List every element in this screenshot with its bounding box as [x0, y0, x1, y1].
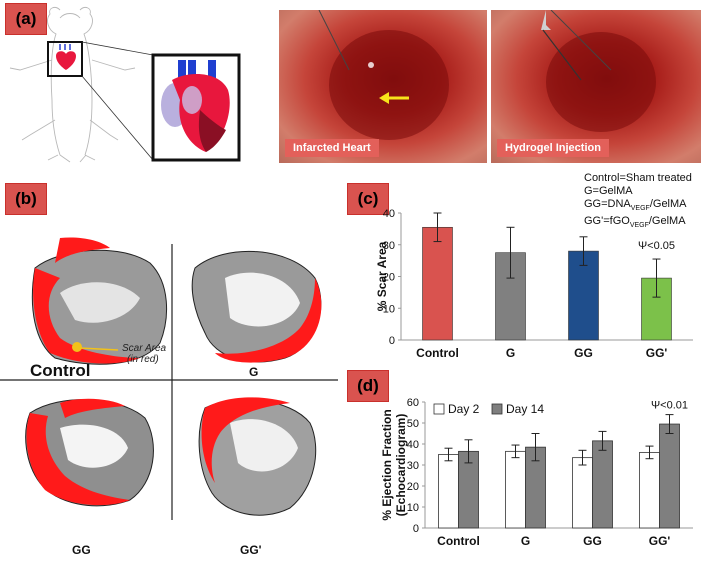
x-tick-label: GG [574, 346, 593, 360]
legend-line-g: G=GelMA [584, 185, 633, 197]
hydrogel-injection-photo: Hydrogel Injection [491, 10, 701, 163]
y-axis-title: % Ejection Fraction [380, 409, 394, 520]
legend-line-control: Control=Sham treated [584, 172, 692, 184]
y-tick-label: 30 [407, 460, 419, 472]
y-tick-label: 20 [383, 272, 395, 284]
panel-b-label: (b) [5, 183, 47, 215]
scar-area-legend: Control=Sham treated G=GelMA GG=DNAVEGF/… [584, 172, 692, 232]
y-tick-label: 0 [413, 523, 419, 535]
bar [438, 454, 459, 529]
bar [505, 450, 526, 529]
infarcted-heart-caption: Infarcted Heart [285, 139, 379, 157]
bar [641, 277, 672, 341]
y-tick-label: 20 [407, 481, 419, 493]
y-tick-label: 60 [407, 397, 419, 409]
legend-line-gg: GG=DNAVEGF/GelMA [584, 198, 687, 213]
infarcted-heart-photo: Infarcted Heart [279, 10, 487, 163]
mouse-illustration [9, 7, 241, 163]
x-tick-label: Control [437, 534, 480, 548]
hydrogel-injection-caption: Hydrogel Injection [497, 139, 609, 157]
section-ggp [198, 397, 317, 516]
legend-swatch [491, 403, 503, 415]
y-axis-subtitle: (Echocardiogram) [394, 414, 408, 517]
y-tick-label: 50 [407, 418, 419, 430]
y-tick-label: 40 [407, 439, 419, 451]
legend-label: Day 2 [448, 402, 480, 416]
x-tick-label: G [521, 534, 530, 548]
bar [525, 446, 546, 529]
significance-annotation: Ψ<0.05 [638, 240, 675, 252]
x-tick-label: G [506, 346, 515, 360]
legend-label: Day 14 [506, 402, 544, 416]
scar-area-label: Scar Area [122, 343, 167, 354]
significance-annotation: Ψ<0.01 [651, 400, 688, 412]
panel-c-label: (c) [347, 183, 389, 215]
panel-a-label: (a) [5, 3, 47, 35]
quadrant-label-ggp: GG' [240, 543, 262, 557]
y-tick-label: 10 [407, 502, 419, 514]
y-tick-label: 0 [389, 335, 395, 347]
quadrant-label-g: G [249, 365, 258, 379]
legend-swatch [433, 403, 445, 415]
x-tick-label: GG [583, 534, 602, 548]
bar [639, 451, 660, 529]
y-axis-title: % Scar Area [375, 241, 389, 311]
section-g [191, 250, 322, 363]
section-gg [25, 398, 154, 507]
quadrant-label-gg: GG [72, 543, 91, 557]
x-tick-label: Control [416, 346, 459, 360]
y-tick-label: 30 [383, 240, 395, 252]
bar [495, 252, 526, 341]
bar [572, 457, 593, 529]
x-tick-label: GG' [646, 346, 668, 360]
quadrant-label-control: Control [30, 361, 90, 380]
bar [458, 450, 479, 529]
heart-sections-figure: Scar Area (in red) Control G GG GG' [0, 237, 338, 557]
section-control [31, 237, 168, 365]
y-tick-label: 10 [383, 303, 395, 315]
bar [592, 440, 613, 529]
bar [659, 423, 680, 529]
scar-area-sublabel: (in red) [127, 354, 159, 365]
bar [422, 226, 453, 341]
bar [568, 250, 599, 341]
panel-d-label: (d) [347, 370, 389, 402]
x-tick-label: GG' [649, 534, 671, 548]
legend-line-ggp: GG'=fGOVEGF/GelMA [584, 215, 686, 230]
